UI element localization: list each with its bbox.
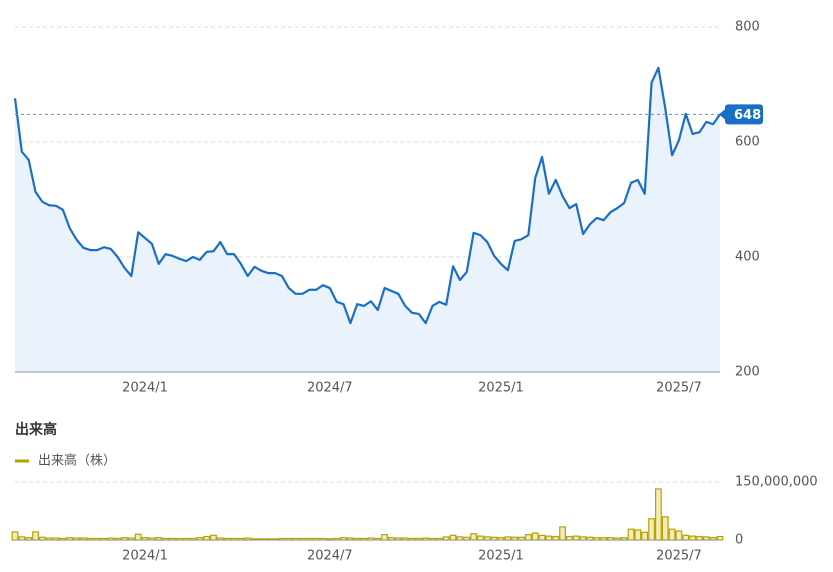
volume-bar <box>648 518 655 541</box>
volume-bar <box>552 535 560 541</box>
volume-bar <box>572 535 580 541</box>
x-tick-label: 2024/7 <box>307 381 353 396</box>
volume-bar <box>654 488 662 541</box>
y-tick-label: 200 <box>735 365 760 380</box>
x-tick-label: 2025/7 <box>656 381 702 396</box>
y-tick-label: 600 <box>735 135 760 150</box>
x-tick-label: 2024/1 <box>122 549 168 564</box>
volume-bar <box>11 531 19 541</box>
x-tick-label: 2025/1 <box>478 381 524 396</box>
volume-bar <box>134 533 142 541</box>
volume-bar <box>559 526 566 541</box>
volume-bar <box>627 528 635 541</box>
volume-bar <box>682 534 690 541</box>
volume-bar <box>531 532 539 541</box>
volume-bar <box>641 531 649 541</box>
area <box>15 67 720 372</box>
last-value-label: 648 <box>734 108 761 123</box>
volume-bar <box>566 535 573 541</box>
x-tick-label: 2025/1 <box>478 549 524 564</box>
volume-bar <box>381 533 389 541</box>
y-tick-label: 800 <box>735 20 760 35</box>
volume-bar <box>545 535 553 541</box>
volume-title: 出来高 <box>15 421 57 438</box>
volume-bar <box>661 516 669 541</box>
volume-bar <box>32 531 39 541</box>
y-tick-label: 150,000,000 <box>735 475 818 490</box>
volume-bar <box>203 535 211 541</box>
volume-bar <box>675 530 683 541</box>
last-value-badge <box>725 104 763 125</box>
volume-bar <box>696 535 703 541</box>
volume-bar <box>689 535 697 541</box>
volume-bar <box>538 534 546 541</box>
legend-label: 出来高（株） <box>38 453 116 469</box>
volume-bar <box>668 528 676 541</box>
volume-bar <box>634 529 642 541</box>
volume-bar <box>210 534 217 541</box>
x-tick-label: 2024/7 <box>307 549 353 564</box>
y-tick-label: 400 <box>735 250 760 265</box>
volume-bar <box>449 534 457 541</box>
price-line <box>13 66 721 325</box>
volume-bar <box>524 533 532 541</box>
x-tick-label: 2025/7 <box>656 549 702 564</box>
last-value-pointer <box>719 108 726 121</box>
y-tick-label: 0 <box>735 533 743 548</box>
volume-bar <box>716 535 724 541</box>
volume-bar <box>470 533 477 541</box>
x-tick-label: 2024/1 <box>122 381 168 396</box>
volume-bar <box>477 535 484 541</box>
